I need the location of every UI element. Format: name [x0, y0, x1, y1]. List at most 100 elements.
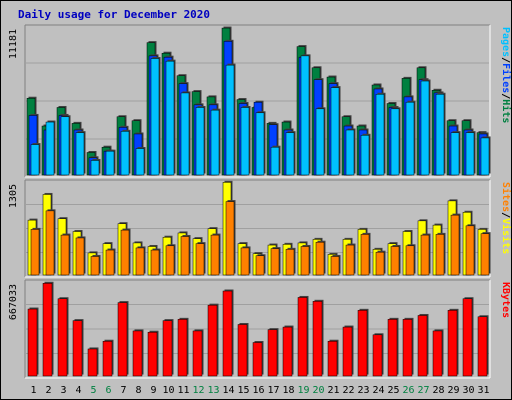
x-tick-label-15: 15: [237, 385, 249, 396]
sites-bar-2: [45, 210, 55, 276]
visits-legend-item-2: Visits: [500, 218, 512, 254]
sites-bar-8: [135, 247, 145, 276]
sites-bar-24: [375, 251, 385, 276]
pages-bar-20: [315, 108, 325, 176]
x-tick-label-31: 31: [477, 385, 489, 396]
pages-bar-5: [90, 160, 100, 176]
sites-bar-23: [360, 234, 370, 276]
hits-legend-item-3: /: [500, 93, 511, 99]
x-tick-label-18: 18: [282, 385, 294, 396]
pages-bar-4: [75, 132, 85, 176]
kbytes-bar-14: [222, 290, 233, 377]
pages-bar-27: [420, 80, 430, 176]
pages-bar-7: [120, 131, 130, 176]
chart-title: Daily usage for December 2020: [18, 8, 210, 21]
kbytes-bar-18: [282, 326, 293, 377]
kbytes-bar-1: [27, 308, 38, 377]
x-tick-label-13: 13: [207, 385, 219, 396]
kbytes-bar-5: [87, 348, 98, 377]
x-tick-label-1: 1: [30, 385, 36, 396]
sites-bar-25: [390, 246, 400, 276]
pages-bar-8: [135, 148, 145, 176]
kbytes-bar-27: [417, 315, 428, 377]
x-tick-label-9: 9: [150, 385, 156, 396]
x-tick-label-27: 27: [417, 385, 429, 396]
sites-bar-3: [60, 234, 70, 276]
pages-bar-19: [300, 55, 310, 176]
pages-bar-22: [345, 129, 355, 176]
pages-bar-24: [375, 94, 385, 176]
x-tick-label-30: 30: [462, 385, 474, 396]
kbytes-bar-30: [462, 298, 473, 377]
kbytes-bar-4: [72, 320, 83, 377]
x-tick-label-10: 10: [162, 385, 174, 396]
visits-ymax-label: 1305: [8, 184, 19, 208]
sites-bar-15: [240, 247, 250, 276]
x-tick-label-29: 29: [447, 385, 459, 396]
kbytes-bar-8: [132, 330, 143, 377]
kbytes-bar-26: [402, 319, 413, 377]
x-tick-label-23: 23: [357, 385, 369, 396]
kbytes-bar-2: [42, 283, 53, 377]
x-tick-label-19: 19: [297, 385, 309, 396]
sites-bar-21: [330, 256, 340, 276]
x-tick-label-17: 17: [267, 385, 279, 396]
x-axis-labels: 1 2 3 4 5 6 7 8 9 10 11 12 13 14 15 16 17 18 19 20 21 22 23 24 2…: [30, 385, 489, 396]
x-tick-label-24: 24: [372, 385, 384, 396]
pages-bar-21: [330, 87, 340, 176]
x-tick-label-4: 4: [75, 385, 81, 396]
kbytes-bar-6: [102, 340, 113, 377]
hits-ymax-label: 11181: [8, 29, 19, 59]
visits-legend-item-0: Sites: [500, 182, 512, 212]
sites-bar-7: [120, 229, 130, 276]
sites-bar-11: [180, 236, 190, 276]
x-tick-label-12: 12: [192, 385, 204, 396]
x-tick-label-21: 21: [327, 385, 339, 396]
sites-bar-14: [225, 201, 235, 276]
pages-bar-14: [225, 64, 235, 176]
hits-legend-item-1: /: [500, 57, 511, 63]
pages-bar-15: [240, 107, 250, 176]
x-tick-label-5: 5: [90, 385, 96, 396]
kbytes-bar-24: [372, 334, 383, 377]
pages-bar-28: [435, 94, 445, 176]
pages-bar-9: [150, 58, 160, 176]
kbytes-bar-28: [432, 330, 443, 377]
kbytes-bar-23: [357, 310, 368, 377]
kbytes-bar-22: [342, 326, 353, 377]
kbytes-bar-9: [147, 331, 158, 377]
sites-bar-5: [90, 256, 100, 276]
sites-bar-18: [285, 249, 295, 276]
pages-bar-11: [180, 92, 190, 176]
kbytes-bar-13: [207, 304, 218, 377]
sites-bar-29: [450, 214, 460, 276]
pages-bar-25: [390, 108, 400, 176]
pages-bar-3: [60, 116, 70, 176]
sites-bar-16: [255, 255, 265, 276]
pages-bar-6: [105, 150, 115, 176]
sites-bar-31: [480, 233, 490, 276]
x-tick-label-25: 25: [387, 385, 399, 396]
kbytes-bar-16: [252, 342, 263, 377]
sites-bar-10: [165, 245, 175, 276]
pages-bar-2: [45, 121, 55, 176]
kbytes-bar-12: [192, 330, 203, 377]
sites-bar-12: [195, 243, 205, 276]
kbytes-bar-19: [297, 297, 308, 377]
pages-bar-26: [405, 101, 415, 176]
x-tick-label-26: 26: [402, 385, 414, 396]
x-tick-label-22: 22: [342, 385, 354, 396]
visits-legend-item-1: /: [500, 212, 511, 218]
x-tick-label-14: 14: [222, 385, 234, 396]
kbytes-bar-31: [477, 316, 488, 377]
kbytes-legend: KBytes: [500, 282, 511, 318]
sites-bar-6: [105, 249, 115, 276]
x-tick-label-6: 6: [105, 385, 111, 396]
visits-legend: Sites/Visits: [500, 182, 512, 254]
kbytes-bar-17: [267, 329, 278, 377]
pages-bar-17: [270, 146, 280, 176]
kbytes-bar-21: [327, 340, 338, 377]
sites-bar-1: [30, 229, 40, 276]
